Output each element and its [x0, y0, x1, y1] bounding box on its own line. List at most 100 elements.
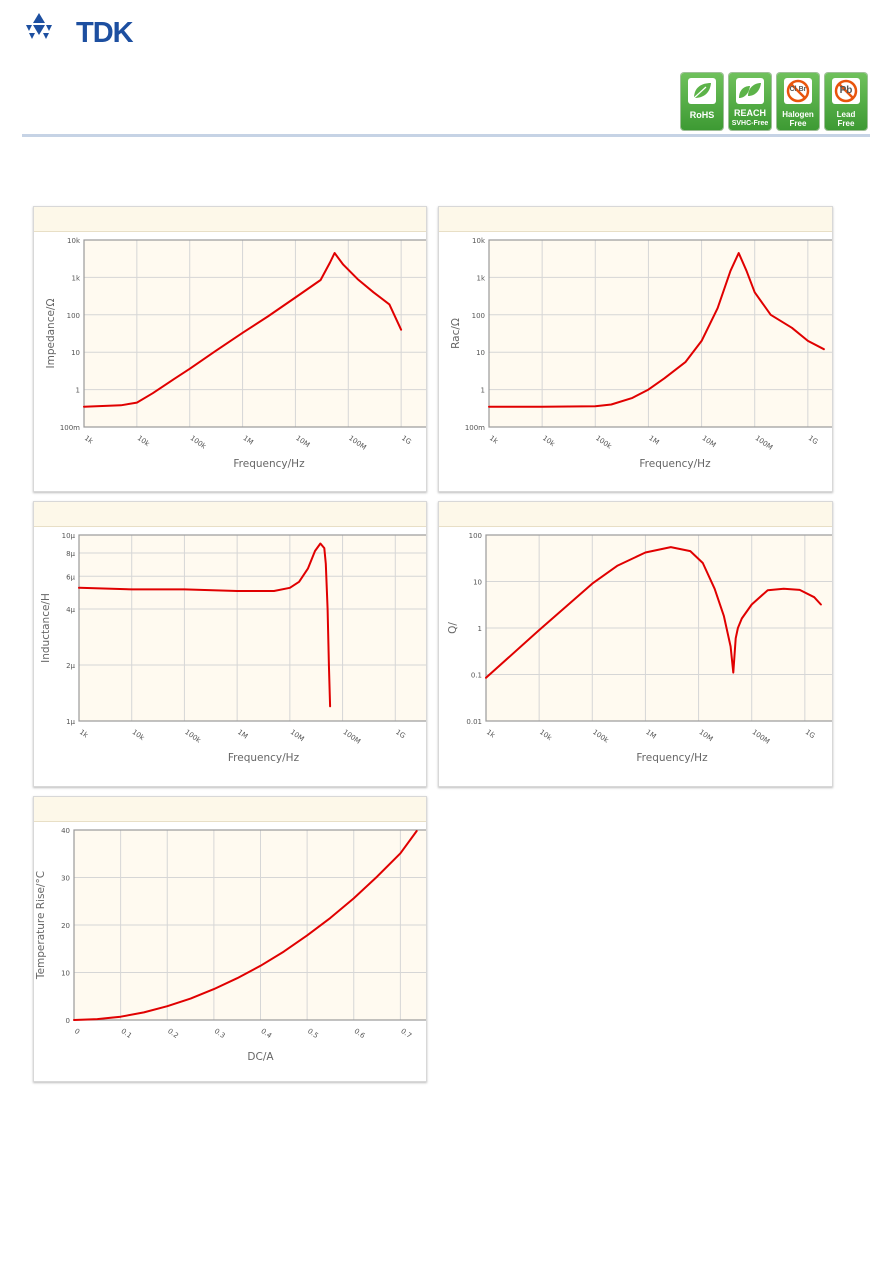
inductance-chart: 1k10k100k1M10M100M1G10G1μ2μ4μ6μ8μ10μFreq… [40, 532, 426, 764]
x-tick-label: 100M [754, 434, 774, 452]
y-tick-label: 0.01 [466, 718, 482, 726]
compliance-badges: RoHS REACH SVHC-Free Cl Br Halogen Free … [681, 73, 867, 131]
x-tick-label: 0.2 [166, 1027, 180, 1040]
x-tick-label: 100M [347, 434, 367, 452]
x-tick-label: 1G [394, 728, 407, 740]
halogen-icon: Cl Br [784, 78, 812, 104]
plot-border [488, 239, 832, 428]
plot-border [73, 829, 426, 1021]
y-tick-label: 40 [61, 827, 70, 835]
lead-symbol: Pb [839, 85, 853, 96]
y-tick-label: 0.1 [471, 672, 482, 680]
lead-label: Lead [836, 110, 856, 119]
data-series-line [78, 542, 332, 708]
y-tick-label: 0 [66, 1017, 70, 1025]
x-tick-label: 100M [751, 728, 771, 746]
x-axis-label: Frequency/Hz [233, 458, 305, 470]
x-tick-label: 10k [538, 728, 554, 743]
x-tick-label: 1G [804, 728, 817, 740]
reach-sublabel: SVHC-Free [731, 120, 769, 127]
plot-border [83, 239, 426, 428]
reach-badge: REACH SVHC-Free [729, 73, 771, 130]
data-series-line [73, 830, 418, 1021]
x-tick-label: 10M [289, 728, 306, 743]
tdk-logo-mark-icon [26, 13, 52, 39]
panel-header [34, 797, 426, 822]
reach-label: REACH [733, 108, 766, 118]
data-series-line [488, 252, 825, 408]
x-tick-label: 0.3 [213, 1027, 227, 1040]
x-tick-label: 1M [647, 434, 660, 447]
y-axis-label: Q/ [447, 622, 459, 634]
x-tick-label: 0.1 [119, 1027, 133, 1040]
y-axis-label: Inductance/H [40, 593, 52, 663]
y-tick-label: 30 [61, 875, 70, 883]
panel-header [34, 207, 426, 232]
x-tick-label: 1M [236, 728, 249, 741]
x-tick-label: 100M [341, 728, 361, 746]
y-tick-label: 1μ [66, 718, 75, 726]
x-tick-label: 1k [485, 728, 497, 740]
rohs-badge: RoHS [681, 73, 723, 130]
data-series-line [485, 546, 822, 679]
y-tick-label: 1 [76, 387, 80, 395]
halogen-label: Halogen [782, 110, 814, 119]
y-tick-label: 1 [481, 387, 485, 395]
y-tick-label: 10 [476, 349, 485, 357]
x-tick-label: 1k [488, 434, 500, 446]
x-tick-label: 100k [591, 728, 611, 745]
halogen-symbol: Cl Br [789, 86, 807, 93]
x-axis-label: Frequency/Hz [636, 752, 708, 764]
y-tick-label: 10 [473, 579, 482, 587]
brand-name: TDK [76, 17, 134, 49]
plot-border [485, 534, 832, 722]
y-tick-label: 20 [61, 922, 70, 930]
q-chart-panel: 1k10k100k1M10M100M1G10G0.010.1110100Freq… [438, 501, 833, 787]
x-tick-label: 1k [78, 728, 90, 740]
x-tick-label: 100k [183, 728, 203, 745]
impedance-chart-panel: 1k10k100k1M10M100M1G10G100m1101001k10kFr… [33, 206, 427, 492]
y-tick-label: 100m [465, 424, 485, 432]
y-axis-label: Rac/Ω [450, 318, 462, 349]
y-tick-label: 100m [60, 424, 80, 432]
x-tick-label: 0.4 [259, 1027, 273, 1040]
y-tick-label: 6μ [66, 573, 75, 581]
y-tick-label: 10k [472, 237, 486, 245]
x-axis-label: Frequency/Hz [228, 752, 300, 764]
x-tick-label: 10M [700, 434, 717, 449]
y-axis-label: Impedance/Ω [45, 299, 57, 369]
x-tick-label: 0.6 [353, 1027, 367, 1040]
y-tick-label: 100 [469, 532, 482, 540]
lead-icon: Pb [832, 78, 860, 104]
rac-chart: 1k10k100k1M10M100M1G10G100m1101001k10kFr… [450, 237, 832, 470]
inductance-chart-panel: 1k10k100k1M10M100M1G10G1μ2μ4μ6μ8μ10μFreq… [33, 501, 427, 787]
plot-area [79, 535, 426, 721]
x-axis-label: Frequency/Hz [639, 458, 711, 470]
y-tick-label: 10k [67, 237, 81, 245]
x-tick-label: 1k [83, 434, 95, 446]
x-tick-label: 1G [400, 434, 413, 446]
y-tick-label: 4μ [66, 606, 75, 614]
rac-chart-panel: 1k10k100k1M10M100M1G10G100m1101001k10kFr… [438, 206, 833, 492]
y-tick-label: 10 [71, 349, 80, 357]
x-tick-label: 1G [807, 434, 820, 446]
x-axis-label: DC/A [247, 1051, 274, 1063]
plot-area [84, 240, 426, 427]
leaf-icon [736, 78, 764, 104]
header-divider [22, 134, 870, 137]
x-tick-label: 10k [541, 434, 557, 449]
x-tick-label: 10k [136, 434, 152, 449]
impedance-chart: 1k10k100k1M10M100M1G10G100m1101001k10kFr… [45, 237, 426, 470]
panel-header [439, 502, 832, 527]
plot-border [78, 534, 426, 722]
x-tick-label: 1M [241, 434, 254, 447]
q-chart: 1k10k100k1M10M100M1G10G0.010.1110100Freq… [447, 532, 832, 764]
y-tick-label: 1k [71, 274, 80, 282]
data-series-line [83, 252, 403, 408]
x-tick-label: 0 [73, 1027, 81, 1036]
x-tick-label: 100k [189, 434, 209, 451]
leaf-icon [688, 78, 716, 104]
lead-free-badge: Pb Lead Free [825, 73, 867, 130]
y-tick-label: 1k [476, 274, 485, 282]
x-tick-label: 10M [294, 434, 311, 449]
